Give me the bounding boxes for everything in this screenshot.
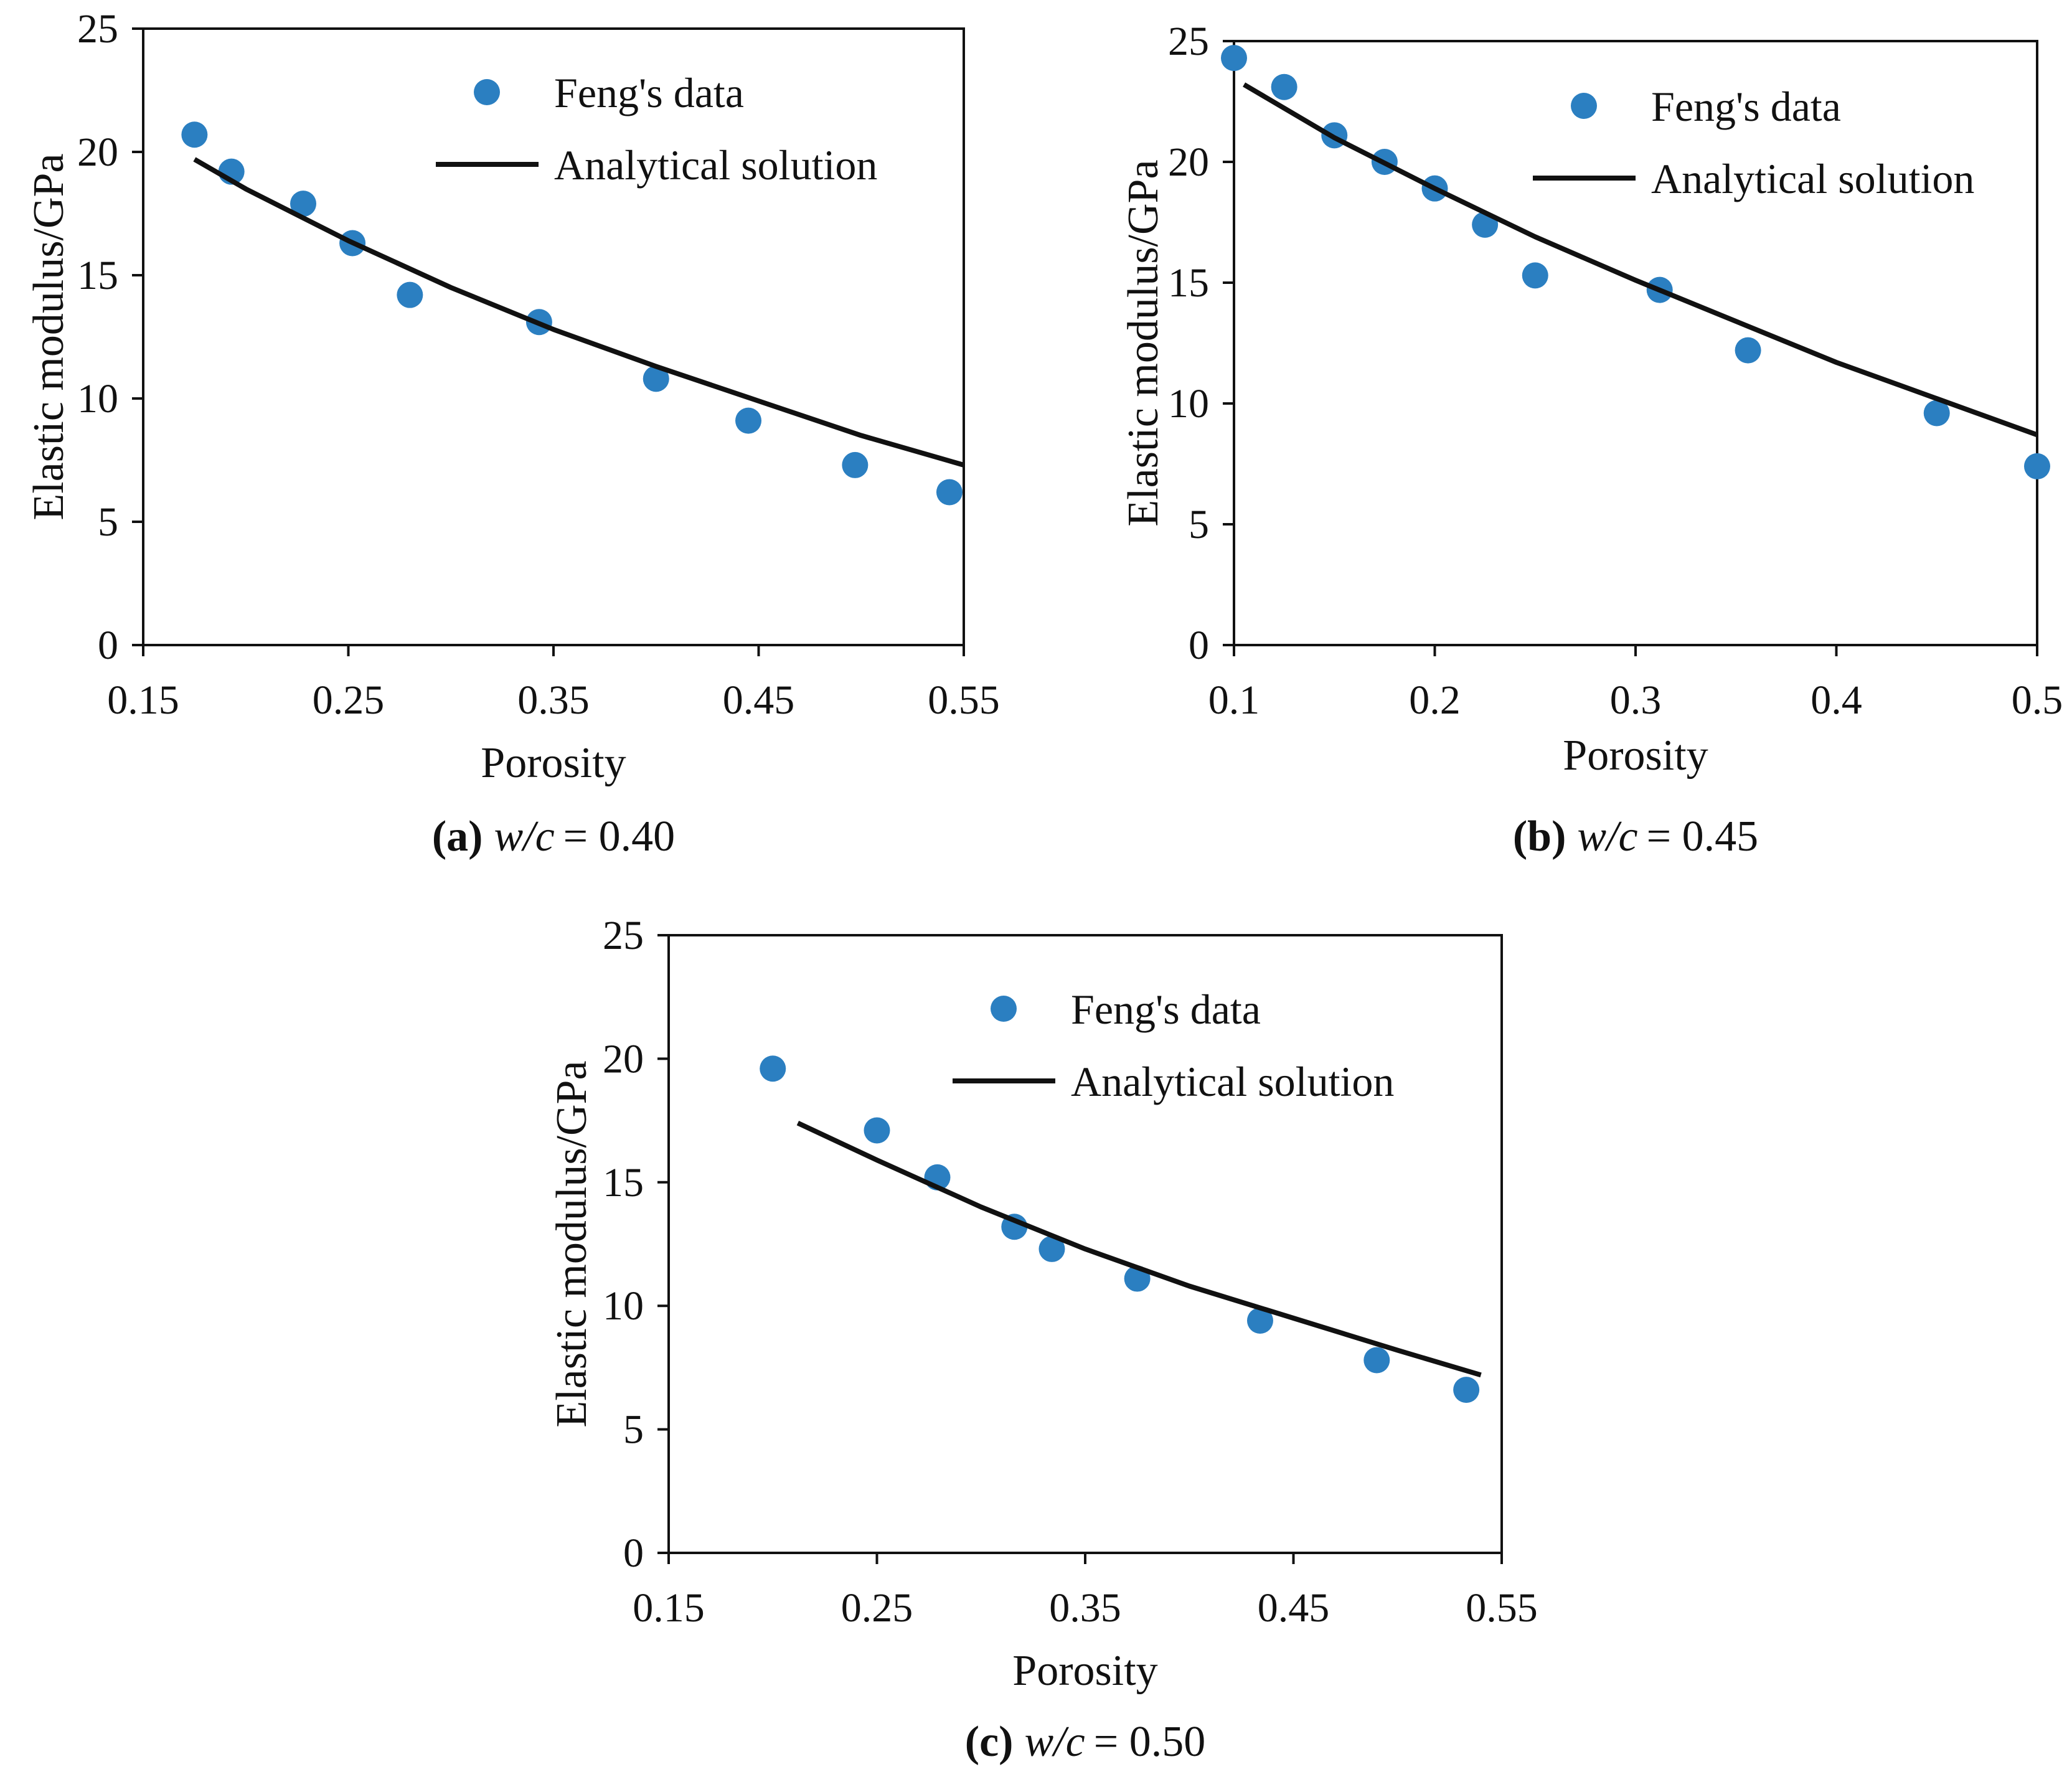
data-point xyxy=(181,121,208,148)
x-tick-label: 0.55 xyxy=(1466,1585,1538,1631)
caption-value: = 0.45 xyxy=(1647,813,1758,860)
x-tick-label: 0.45 xyxy=(723,677,795,723)
caption-value: = 0.40 xyxy=(563,813,675,860)
caption-label: (b) xyxy=(1513,813,1566,860)
data-point xyxy=(1923,400,1950,427)
x-tick-label: 0.45 xyxy=(1258,1585,1330,1631)
data-point xyxy=(842,451,869,478)
x-axis-title: Porosity xyxy=(1012,1647,1157,1695)
data-point xyxy=(1453,1377,1480,1403)
analytical-solution-line xyxy=(796,1120,1482,1378)
caption-label: (a) xyxy=(432,813,483,860)
y-tick-label: 10 xyxy=(77,376,118,422)
chart-panel-c: 0.15 0.25 0.35 0.45 0.55 0 5 10 15 20 25 Porosity El… xyxy=(548,913,1538,1766)
data-point xyxy=(760,1055,786,1082)
x-tick-label: 0.2 xyxy=(1409,677,1461,723)
analytical-solution-line xyxy=(193,157,965,468)
data-point xyxy=(1221,45,1247,72)
y-tick-label: 0 xyxy=(623,1530,644,1576)
data-point xyxy=(735,407,762,434)
y-tick-label: 25 xyxy=(77,6,118,52)
y-tick-label: 10 xyxy=(603,1283,644,1329)
y-tick-label: 15 xyxy=(1168,260,1209,306)
caption-variable: w/c xyxy=(1025,1718,1085,1766)
x-tick-label: 0.55 xyxy=(928,677,1000,723)
panel-caption: (a) w/c = 0.40 xyxy=(432,813,675,860)
y-tick-label: 15 xyxy=(603,1160,644,1205)
legend: Feng's data Analytical solution xyxy=(1533,83,1974,202)
plot-frame xyxy=(1233,40,2038,646)
x-tick-label: 0.15 xyxy=(107,677,179,723)
chart-panel-a: 0.15 0.25 0.35 0.45 0.55 0 5 10 15 20 25 Porosity El… xyxy=(25,6,1000,860)
data-point xyxy=(290,191,317,217)
panel-caption: (b) w/c = 0.45 xyxy=(1513,813,1758,860)
analytical-solution-line xyxy=(1243,82,2038,438)
x-axis-title: Porosity xyxy=(1563,732,1708,780)
caption-variable: w/c xyxy=(494,813,554,860)
legend-marker-point xyxy=(1571,93,1597,119)
caption-value: = 0.50 xyxy=(1094,1718,1205,1766)
y-axis-title: Elastic modulus/GPa xyxy=(1119,159,1167,526)
x-tick-label: 0.35 xyxy=(1049,1585,1121,1631)
y-tick-label: 20 xyxy=(603,1036,644,1082)
legend-label: Feng's data xyxy=(1651,83,1841,130)
legend-label: Feng's data xyxy=(1071,986,1261,1033)
legend: Feng's data Analytical solution xyxy=(436,69,877,189)
x-tick-label: 0.25 xyxy=(841,1585,913,1631)
legend: Feng's data Analytical solution xyxy=(953,986,1394,1105)
data-point xyxy=(936,479,963,506)
plot-frame xyxy=(142,27,965,646)
panel-caption: (c) w/c = 0.50 xyxy=(965,1718,1205,1766)
data-point xyxy=(2024,453,2050,479)
data-point xyxy=(1271,73,1297,100)
legend-label: Feng's data xyxy=(554,69,744,116)
y-tick-label: 15 xyxy=(77,253,118,298)
legend-marker-point xyxy=(991,996,1017,1022)
data-point xyxy=(1038,1235,1065,1262)
caption-label: (c) xyxy=(965,1718,1014,1766)
y-tick-label: 25 xyxy=(1168,19,1209,64)
x-tick-label: 0.35 xyxy=(517,677,590,723)
data-point xyxy=(1246,1308,1273,1334)
data-point xyxy=(1522,262,1548,289)
x-tick-label: 0.5 xyxy=(2012,677,2063,723)
data-point xyxy=(643,365,669,392)
y-axis-title: Elastic modulus/GPa xyxy=(548,1060,596,1427)
y-axis-title: Elastic modulus/GPa xyxy=(25,153,73,520)
x-tick-label: 0.4 xyxy=(1811,677,1862,723)
x-tick-label: 0.25 xyxy=(313,677,385,723)
legend-label: Analytical solution xyxy=(554,141,877,189)
legend-label: Analytical solution xyxy=(1071,1058,1394,1105)
data-point xyxy=(864,1117,890,1144)
data-point xyxy=(397,281,423,308)
data-point xyxy=(1735,337,1761,364)
x-tick-label: 0.3 xyxy=(1610,677,1662,723)
chart-panel-b: 0.1 0.2 0.3 0.4 0.5 0 5 10 15 20 25 Porosity Elastic… xyxy=(1119,19,2063,860)
caption-variable: w/c xyxy=(1577,813,1637,860)
y-tick-label: 10 xyxy=(1168,381,1209,427)
x-tick-label: 0.1 xyxy=(1208,677,1260,723)
y-tick-label: 5 xyxy=(98,499,118,545)
y-tick-label: 5 xyxy=(1189,502,1209,547)
y-tick-label: 0 xyxy=(1189,623,1209,668)
y-tick-label: 20 xyxy=(1168,139,1209,185)
y-tick-label: 0 xyxy=(98,623,118,668)
y-tick-label: 5 xyxy=(623,1407,644,1453)
data-point xyxy=(1363,1347,1390,1374)
y-tick-label: 25 xyxy=(603,913,644,958)
legend-marker-point xyxy=(474,79,500,105)
x-axis-title: Porosity xyxy=(481,739,626,787)
x-tick-label: 0.15 xyxy=(633,1585,705,1631)
legend-label: Analytical solution xyxy=(1651,155,1974,202)
y-tick-label: 20 xyxy=(77,130,118,175)
